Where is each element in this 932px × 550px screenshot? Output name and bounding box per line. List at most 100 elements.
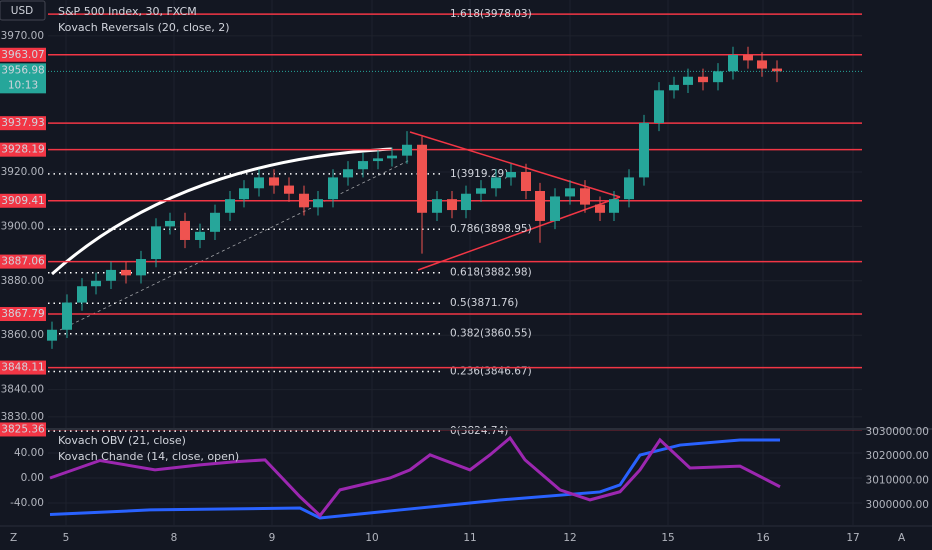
y-tick-label: 40.00 [14, 447, 44, 459]
candle-body [580, 188, 590, 205]
level-label: 3963.07 [1, 49, 44, 61]
x-tick-label: 16 [756, 532, 770, 544]
candle-body [609, 199, 619, 213]
candle-body [550, 196, 560, 221]
candle-body [461, 193, 471, 211]
level-label: 3937.93 [1, 117, 44, 129]
candle-body [728, 54, 738, 72]
candle-body [565, 188, 575, 197]
candle-body [180, 220, 190, 240]
candle-body [313, 199, 323, 208]
candle-body [106, 269, 116, 281]
candle-body [743, 54, 753, 61]
y-tick-label: 0.00 [21, 472, 44, 484]
level-label-box [0, 422, 46, 437]
x-tick-label: 12 [563, 532, 576, 544]
last-price-box [0, 63, 46, 94]
currency-box[interactable] [0, 0, 46, 21]
candle-body [343, 169, 353, 178]
x-tick-label: 8 [171, 532, 178, 544]
x-tick-label: 10 [365, 532, 378, 544]
candle-body [535, 191, 545, 221]
candle-body [417, 144, 427, 213]
countdown: 10:13 [8, 79, 38, 91]
x-tick-label: 5 [63, 532, 70, 544]
candle-body [491, 177, 501, 189]
level-label-box [0, 116, 46, 131]
candle-body [639, 122, 649, 178]
candle-body [210, 212, 220, 232]
y-tick-label: 3860.00 [1, 329, 44, 341]
y-tick-label: 3920.00 [1, 166, 44, 178]
button[interactable]: Z [10, 532, 17, 544]
level-label-box [0, 142, 46, 157]
level-label-box [0, 47, 46, 62]
candle-body [447, 199, 457, 211]
candle-body [299, 193, 309, 208]
y-tick-label: 3970.00 [1, 30, 44, 42]
level-label-box [0, 307, 46, 322]
candle-body [506, 171, 516, 178]
candle-body [373, 158, 383, 162]
level-label-box [0, 254, 46, 269]
fib-label: 0.382(3860.55) [450, 328, 532, 340]
y2-tick-label: 3030000.00 [866, 426, 929, 438]
candle-body [698, 76, 708, 83]
y-tick-label: 3900.00 [1, 220, 44, 232]
candle-body [669, 84, 679, 91]
x-tick-label: 11 [463, 532, 476, 544]
level-label-box [0, 193, 46, 208]
level-label: 3848.11 [1, 362, 44, 374]
trend-line [59, 159, 411, 331]
y-tick-label: -40.00 [10, 497, 44, 509]
grid [48, 0, 862, 525]
last-price: 3956.98 [1, 64, 44, 76]
candle-body [772, 68, 782, 72]
candle-body [136, 259, 146, 276]
level-label: 3887.06 [1, 256, 45, 268]
x-tick-label: 17 [846, 532, 859, 544]
fib-label: 0.786(3898.95) [450, 223, 532, 235]
fib-label: 0(3824.74) [450, 425, 508, 437]
candle-body [595, 204, 605, 213]
indicator-line [49, 435, 781, 518]
currency[interactable]: USD [11, 5, 33, 17]
candle-body [387, 155, 397, 159]
fib-label: 0.618(3882.98) [450, 267, 532, 279]
legend-entry: Kovach OBV (21, close) [58, 434, 186, 447]
candle-body [62, 302, 72, 330]
y2-tick-label: 3020000.00 [866, 450, 929, 462]
candle-body [432, 199, 442, 213]
candle-body [195, 231, 205, 240]
fib-label: 1.618(3978.03) [450, 8, 532, 20]
candle-body [225, 199, 235, 213]
candle-body [269, 177, 279, 186]
level-label: 3928.19 [1, 144, 44, 156]
candle-body [683, 76, 693, 85]
level-label: 3909.41 [1, 195, 44, 207]
indicator-line [49, 438, 780, 520]
level-label-box [0, 360, 46, 375]
candle-body [47, 329, 57, 341]
y-tick-label: 3840.00 [1, 384, 44, 396]
button[interactable]: A [898, 532, 906, 544]
candle-body [284, 185, 294, 194]
fib-label: 0.5(3871.76) [450, 297, 518, 309]
overlay: 5 8 9 10 11 12 15 16 17 3970.00 3920.00 3900.00 3880… [0, 30, 929, 544]
fib-label: 0.236(3846.67) [450, 365, 532, 377]
y-tick-label: 3830.00 [1, 411, 44, 423]
indicator-name: Kovach Reversals (20, close, 2) [58, 21, 230, 34]
triangle-line [417, 196, 621, 271]
chart-title: S&P 500 Index, 30, FXCM [58, 5, 197, 18]
candle-body [165, 220, 175, 227]
legend-entry: Kovach Chande (14, close, open) [58, 450, 239, 463]
candle-body [121, 269, 131, 276]
candle-body [624, 177, 634, 200]
fib-label: 1(3919.29) [450, 168, 508, 180]
x-tick-label: 15 [661, 532, 674, 544]
level-label: 3867.79 [1, 308, 44, 320]
candle-body [77, 286, 87, 303]
candle-body [328, 177, 338, 200]
